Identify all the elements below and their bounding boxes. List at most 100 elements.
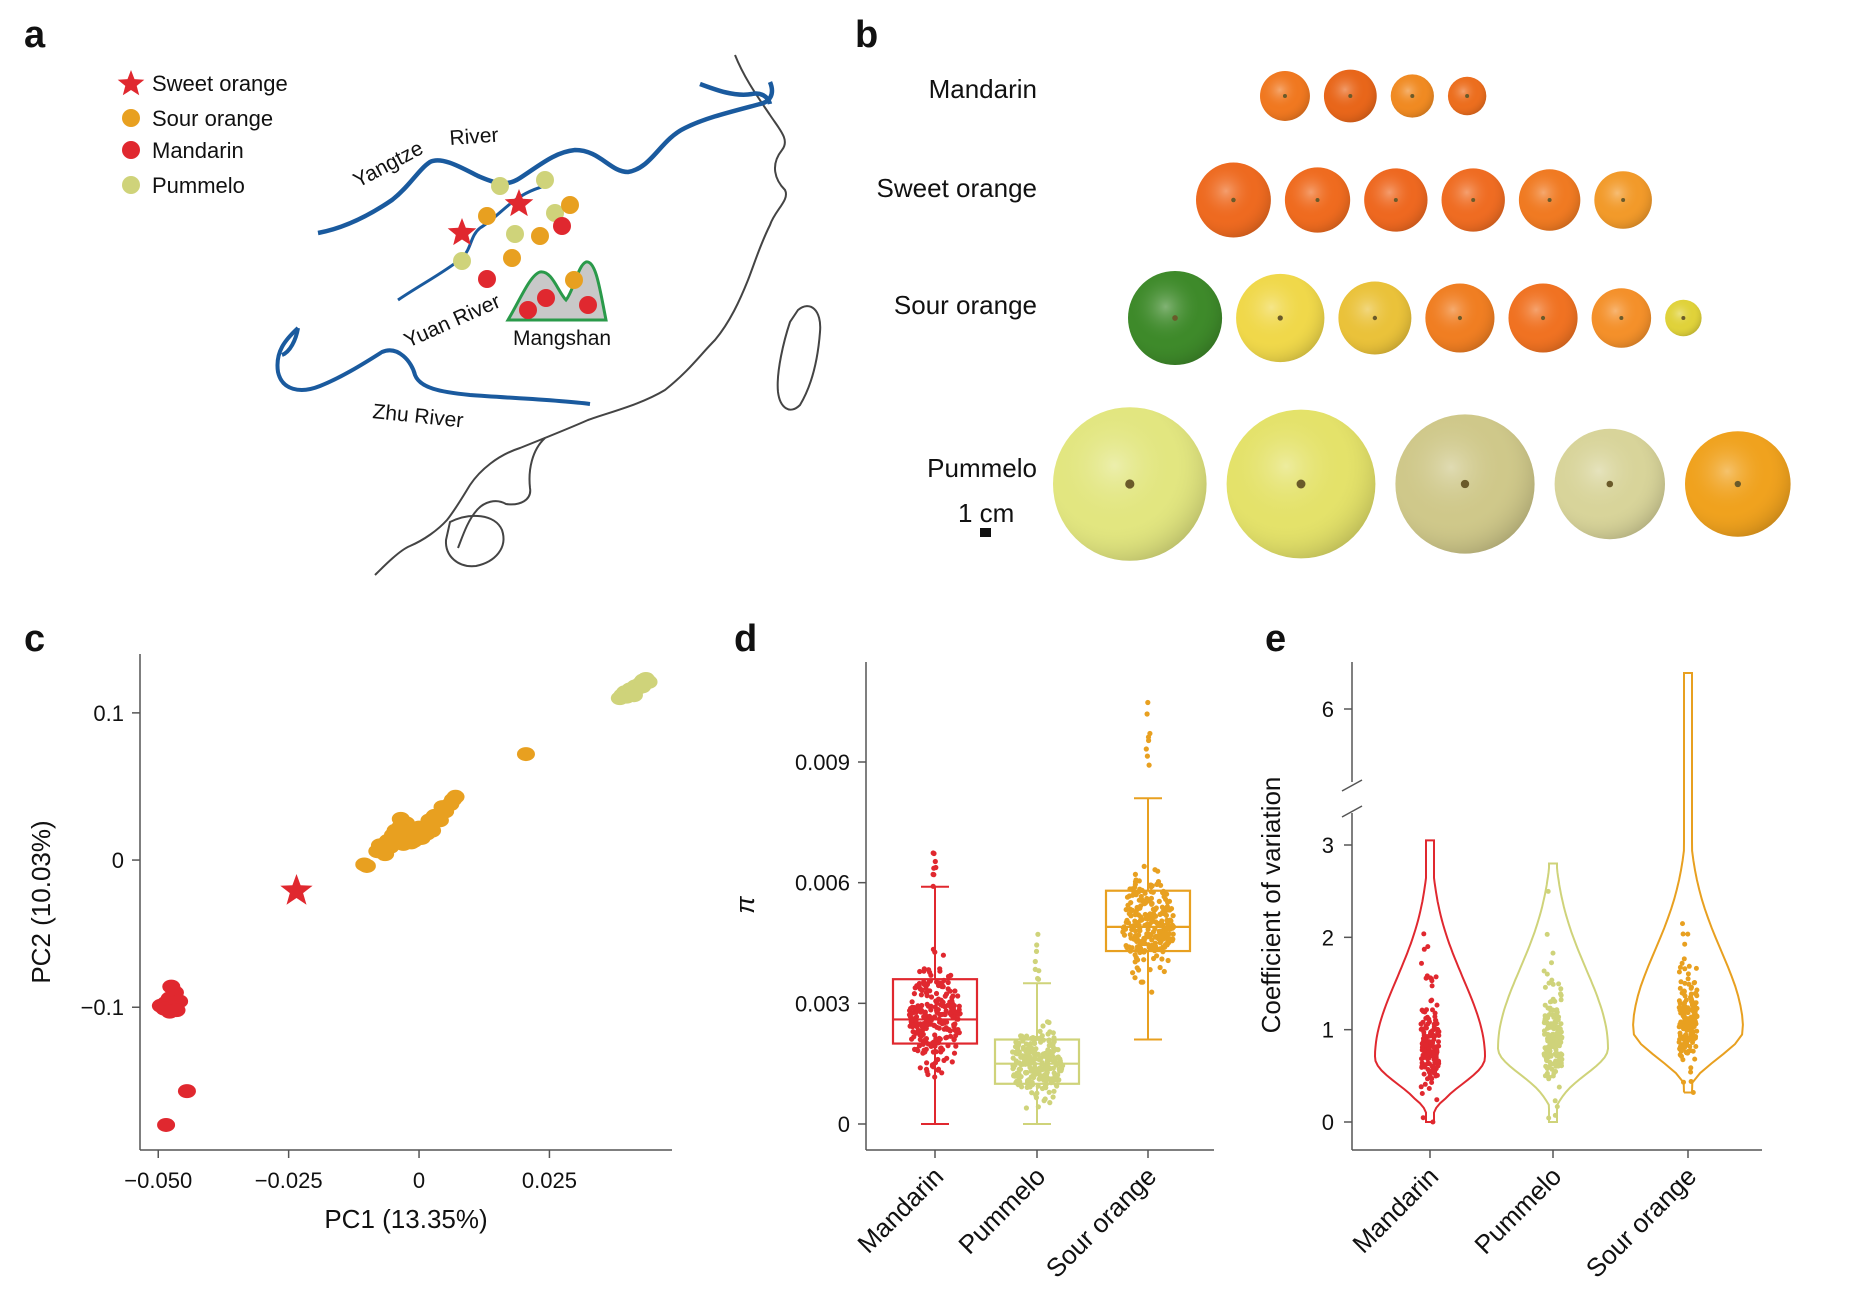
pi-point-sour-orange bbox=[1156, 928, 1162, 935]
pi-point-sour-orange bbox=[1151, 911, 1157, 917]
map-marker-sour-orange bbox=[478, 207, 496, 225]
cv-category-label: Pummelo bbox=[1468, 1161, 1567, 1260]
pi-point-sour-orange bbox=[1153, 919, 1159, 925]
pi-point-pummelo bbox=[1023, 1041, 1029, 1047]
pi-y-tick-label: 0.003 bbox=[795, 991, 850, 1016]
cv-point-sour-orange bbox=[1682, 1033, 1688, 1039]
cv-point-sour-orange bbox=[1690, 1090, 1696, 1095]
cv-point-pummelo bbox=[1546, 1032, 1551, 1038]
pi-point-mandarin bbox=[928, 1043, 934, 1049]
cv-point-pummelo bbox=[1544, 1066, 1550, 1072]
fruit-photo-panel: Mandarin Sweet orange Sour orange Pummel… bbox=[877, 69, 1791, 561]
fruit-row-label-sweet-orange: Sweet orange bbox=[877, 173, 1037, 203]
pca-point-sweet-orange bbox=[280, 874, 313, 905]
pi-point-mandarin bbox=[917, 1065, 923, 1071]
cv-axis-break-mark bbox=[1341, 779, 1363, 792]
pi-y-axis-label: π bbox=[730, 896, 760, 914]
pi-point-mandarin bbox=[921, 981, 927, 988]
legend-label-sweet-orange: Sweet orange bbox=[152, 71, 288, 96]
pi-point-mandarin bbox=[933, 990, 940, 997]
cv-point-pummelo bbox=[1553, 1052, 1559, 1058]
pi-point-sour-orange bbox=[1162, 942, 1169, 948]
pca-y-tick-label: 0.1 bbox=[93, 701, 124, 726]
fruit-stem bbox=[1681, 316, 1686, 320]
pi-point-sour-orange bbox=[1128, 900, 1134, 906]
cv-point-sour-orange bbox=[1676, 969, 1682, 975]
cv-point-mandarin bbox=[1421, 946, 1427, 952]
pca-y-tick-label: −0.1 bbox=[81, 995, 124, 1020]
pi-point-mandarin bbox=[942, 1011, 948, 1018]
cv-point-mandarin bbox=[1426, 1050, 1432, 1056]
fruit-stem bbox=[1471, 198, 1476, 202]
cv-point-sour-orange bbox=[1678, 979, 1684, 985]
pi-point-pummelo bbox=[1032, 958, 1038, 965]
legend-sweet-orange-star bbox=[117, 70, 145, 96]
pca-point-sour-orange bbox=[376, 847, 395, 862]
pi-point-mandarin bbox=[932, 1014, 938, 1020]
cv-point-mandarin bbox=[1427, 1061, 1432, 1067]
fruit-stem bbox=[1348, 94, 1353, 98]
cv-point-mandarin bbox=[1429, 1080, 1435, 1085]
cv-y-tick-label: 3 bbox=[1322, 833, 1334, 858]
cv-point-mandarin bbox=[1424, 1007, 1429, 1013]
cv-point-mandarin bbox=[1426, 1033, 1432, 1039]
pi-point-mandarin bbox=[939, 1070, 945, 1076]
pi-point-sour-orange bbox=[1141, 936, 1147, 942]
pi-point-sour-orange bbox=[1141, 957, 1147, 963]
pi-point-pummelo bbox=[1015, 1047, 1021, 1053]
cv-point-pummelo bbox=[1548, 1039, 1554, 1045]
cv-point-sour-orange bbox=[1688, 1014, 1694, 1020]
yangtze-upper bbox=[699, 81, 773, 105]
legend-label-sour-orange: Sour orange bbox=[152, 106, 273, 131]
pi-point-mandarin bbox=[948, 1033, 954, 1039]
pi-point-mandarin bbox=[951, 1036, 957, 1042]
pi-point-mandarin bbox=[933, 998, 939, 1004]
yangtze-label: Yangtze bbox=[350, 137, 427, 193]
pi-point-pummelo bbox=[1019, 1033, 1025, 1039]
river-label: River bbox=[449, 124, 500, 150]
cv-point-pummelo bbox=[1550, 1025, 1556, 1031]
cv-point-sour-orange bbox=[1688, 1069, 1694, 1075]
fruit-stem bbox=[1296, 479, 1306, 489]
cv-point-mandarin bbox=[1431, 1033, 1437, 1038]
cv-point-mandarin bbox=[1421, 1032, 1427, 1038]
pi-point-pummelo bbox=[1047, 1056, 1053, 1063]
pi-point-pummelo bbox=[1032, 1040, 1038, 1047]
pi-point-pummelo bbox=[1036, 1056, 1042, 1062]
pi-point-sour-orange bbox=[1142, 890, 1148, 896]
pi-point-mandarin bbox=[928, 1007, 934, 1013]
cv-point-sour-orange bbox=[1682, 941, 1688, 947]
cv-point-pummelo bbox=[1542, 984, 1548, 990]
cv-point-sour-orange bbox=[1682, 980, 1688, 986]
cv-point-pummelo bbox=[1556, 981, 1562, 987]
cv-point-sour-orange bbox=[1685, 971, 1691, 977]
cv-point-pummelo bbox=[1548, 1007, 1554, 1013]
pi-point-pummelo bbox=[1051, 1088, 1057, 1094]
cv-point-pummelo bbox=[1544, 931, 1550, 937]
cv-point-mandarin bbox=[1429, 1028, 1435, 1034]
pi-point-sour-orange bbox=[1144, 895, 1150, 902]
fruit-stem bbox=[1277, 315, 1283, 321]
pi-point-pummelo bbox=[1047, 1100, 1053, 1106]
cv-point-mandarin bbox=[1426, 1086, 1432, 1091]
pi-point-sour-orange bbox=[1123, 943, 1129, 949]
cv-point-pummelo bbox=[1552, 1112, 1558, 1118]
cv-y-tick-label: 6 bbox=[1322, 697, 1334, 722]
cv-point-sour-orange bbox=[1681, 956, 1687, 962]
pca-point-pummelo bbox=[633, 679, 652, 694]
cv-point-sour-orange bbox=[1685, 976, 1691, 982]
cv-point-sour-orange bbox=[1682, 1008, 1688, 1014]
legend-label-pummelo: Pummelo bbox=[152, 173, 245, 198]
cv-point-mandarin bbox=[1422, 1081, 1428, 1087]
pi-point-mandarin bbox=[939, 981, 945, 987]
pi-point-pummelo bbox=[1034, 942, 1040, 948]
cv-point-sour-orange bbox=[1677, 985, 1683, 991]
pi-point-pummelo bbox=[1037, 1072, 1043, 1078]
cv-point-sour-orange bbox=[1680, 1057, 1686, 1063]
panel-letter-a: a bbox=[24, 14, 46, 56]
cv-point-mandarin bbox=[1432, 1069, 1438, 1075]
cv-point-pummelo bbox=[1546, 1115, 1552, 1121]
cv-point-pummelo bbox=[1557, 1058, 1563, 1064]
cv-point-sour-orange bbox=[1680, 931, 1686, 937]
pi-point-sour-orange bbox=[1138, 979, 1144, 985]
